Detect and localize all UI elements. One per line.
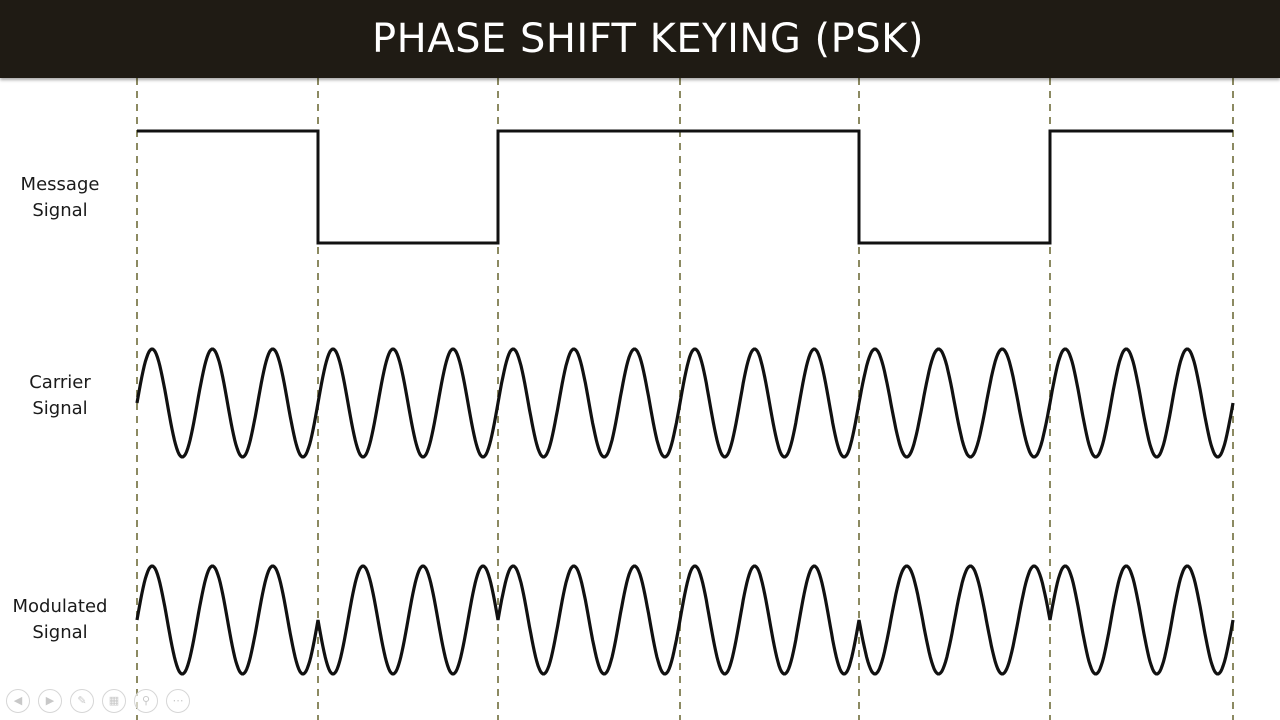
previous-icon[interactable]: ◀ bbox=[6, 689, 30, 713]
more-icon[interactable]: ⋯ bbox=[166, 689, 190, 713]
modulated-label-line2: Signal bbox=[32, 622, 88, 643]
carrier-label-line1: Carrier bbox=[29, 372, 91, 393]
carrier-signal-wave bbox=[135, 347, 1235, 459]
carrier-signal-label: Carrier Signal bbox=[0, 370, 120, 422]
modulated-signal-label: Modulated Signal bbox=[0, 594, 120, 646]
title-bar: PHASE SHIFT KEYING (PSK) bbox=[0, 0, 1280, 78]
carrier-label-line2: Signal bbox=[32, 398, 88, 419]
modulated-signal-wave bbox=[135, 564, 1235, 676]
message-signal-label: Message Signal bbox=[0, 172, 120, 224]
message-label-line1: Message bbox=[20, 174, 100, 195]
zoom-icon[interactable]: ⚲ bbox=[134, 689, 158, 713]
slide-controls: ◀ ▶ ✎ ▦ ⚲ ⋯ bbox=[6, 689, 190, 715]
slide-title: PHASE SHIFT KEYING (PSK) bbox=[372, 16, 924, 62]
message-signal-wave bbox=[137, 129, 1233, 245]
next-icon[interactable]: ▶ bbox=[38, 689, 62, 713]
message-label-line2: Signal bbox=[32, 200, 88, 221]
slides-icon[interactable]: ▦ bbox=[102, 689, 126, 713]
pen-icon[interactable]: ✎ bbox=[70, 689, 94, 713]
modulated-label-line1: Modulated bbox=[12, 596, 108, 617]
bit-dividers bbox=[136, 78, 1234, 720]
